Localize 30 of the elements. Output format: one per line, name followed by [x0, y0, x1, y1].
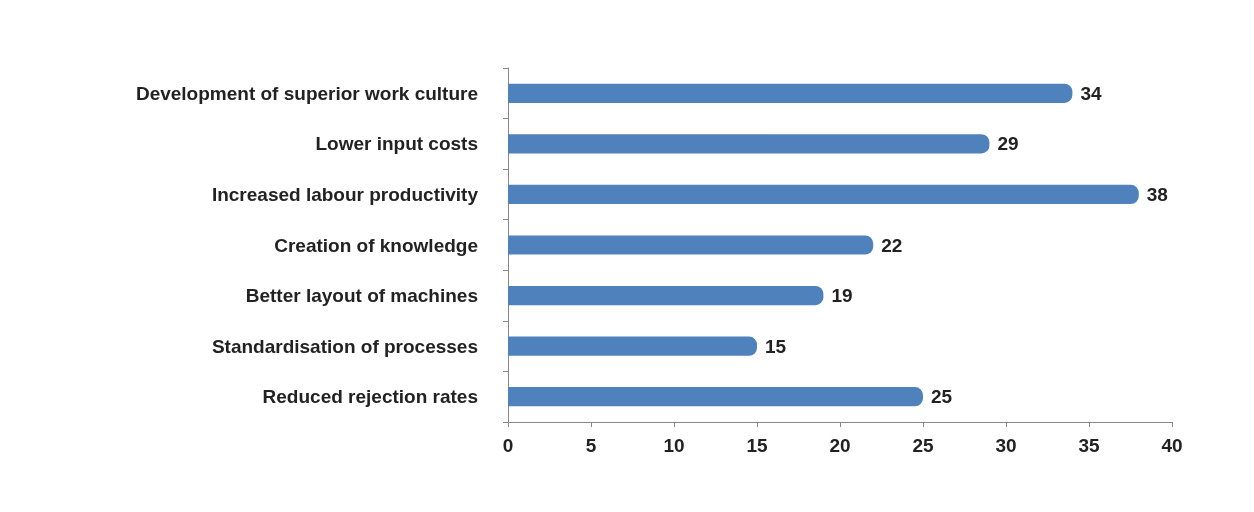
x-tick-label: 20 [829, 435, 851, 456]
y-tick-label: Increased labour productivity [211, 183, 479, 205]
x-tick-label: 25 [912, 435, 934, 456]
y-tick-label: Standardisation of processes [211, 335, 478, 357]
bar [508, 285, 824, 306]
y-tick-label: Creation of knowledge [274, 234, 478, 256]
bar [508, 336, 757, 356]
bar [508, 235, 874, 255]
bar [508, 184, 1139, 205]
y-tick-label: Reduced rejection rates [262, 386, 478, 408]
data-label: 34 [1080, 82, 1102, 104]
y-tick-label: Lower input costs [315, 133, 478, 155]
bar [508, 83, 1073, 103]
data-label: 22 [881, 234, 903, 256]
data-label: 29 [997, 133, 1019, 155]
data-label: 19 [831, 285, 853, 307]
x-tick-label: 0 [502, 435, 514, 456]
x-tick-label: 15 [746, 435, 768, 456]
x-tick-label: 10 [663, 435, 685, 456]
y-tick-label: Better layout of machines [245, 285, 478, 307]
x-tick-label: 40 [1161, 435, 1183, 456]
data-label: 25 [931, 386, 953, 408]
x-tick-label: 5 [585, 435, 597, 456]
x-tick-label: 35 [1078, 435, 1100, 456]
data-label: 15 [765, 335, 787, 357]
bar [508, 387, 923, 407]
y-tick-label: Development of superior work culture [135, 82, 478, 104]
x-tick-label: 30 [995, 435, 1017, 456]
bar [508, 134, 990, 154]
data-label: 38 [1146, 183, 1168, 205]
